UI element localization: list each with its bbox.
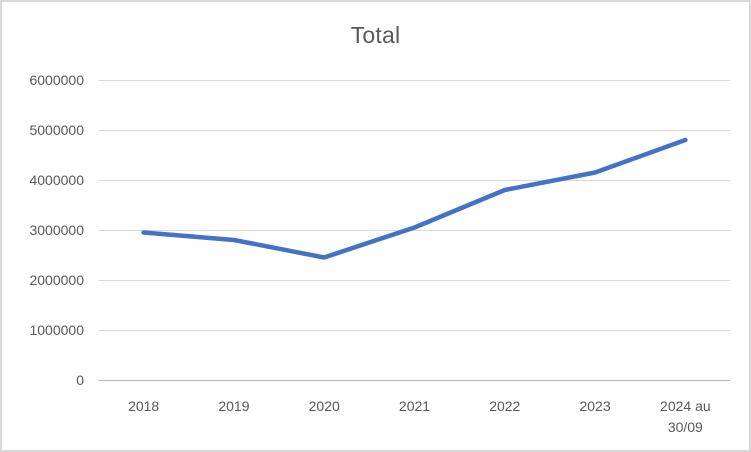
y-tick-label: 6000000 [29, 72, 84, 88]
x-tick-label: 2020 [308, 398, 340, 414]
series-line [141, 137, 688, 260]
x-tick-label: 2023 [579, 398, 611, 414]
x-tick-label: 2018 [128, 398, 160, 414]
x-tick-label: 2019 [218, 398, 250, 414]
x-tick-label: 2021 [398, 398, 431, 414]
y-tick-label: 4000000 [29, 172, 84, 188]
chart-title: Total [350, 22, 401, 48]
y-tick-label: 5000000 [29, 122, 84, 138]
y-tick-label: 2000000 [29, 272, 84, 288]
y-tick-label: 1000000 [29, 322, 84, 338]
x-tick-label: 2024 au 30/09 [660, 398, 711, 435]
y-tick-label: 3000000 [29, 222, 84, 238]
x-tick-label: 2022 [489, 398, 521, 414]
y-tick-label: 0 [76, 372, 84, 388]
